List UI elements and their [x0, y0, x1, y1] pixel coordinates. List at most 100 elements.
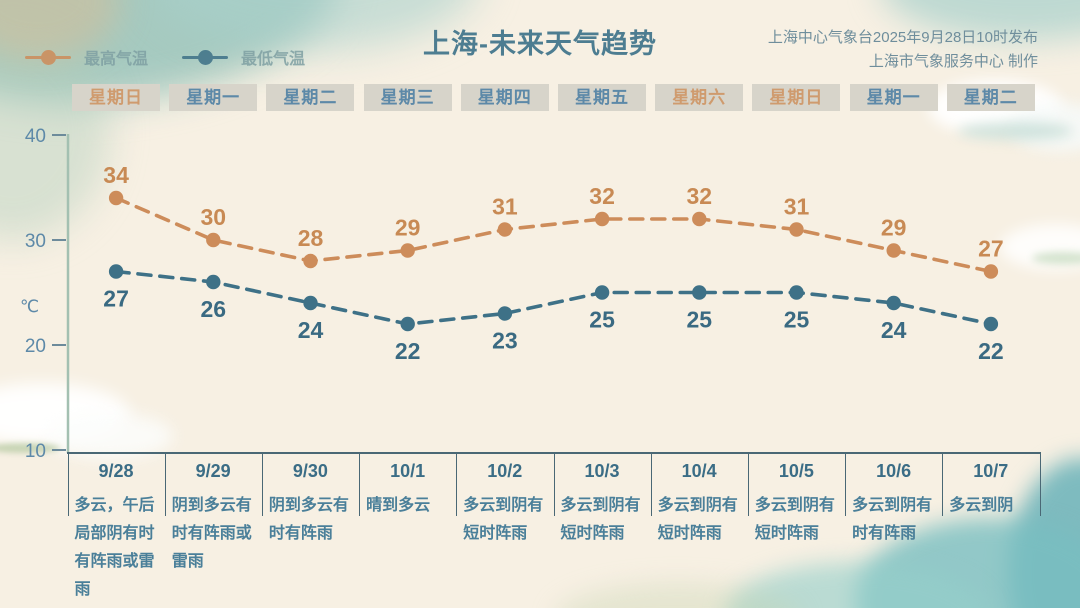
publisher-info: 上海中心气象台2025年9月28日10时发布 上海市气象服务中心 制作	[768, 26, 1038, 74]
min-temp-point	[983, 316, 999, 332]
forecast-text: 多云到阴有短时阵雨	[560, 497, 641, 542]
max-temp-point	[983, 264, 999, 279]
forecast-text: 晴到多云	[366, 497, 431, 514]
forecast-text: 多云，午后局部阴有时有阵雨或雷雨	[74, 497, 155, 598]
forecast-column-divider	[261, 452, 263, 516]
forecast-text: 多云到阴有短时阵雨	[754, 497, 835, 542]
y-tick-label: 20	[25, 336, 46, 357]
forecast-date: 10/2	[487, 461, 523, 481]
forecast-column-divider	[164, 452, 166, 516]
forecast-column-divider	[845, 452, 847, 516]
forecast-column-divider	[67, 452, 69, 516]
legend-item-min-temp: 最低气温	[182, 45, 305, 69]
min-temp-value-label: 24	[881, 317, 907, 343]
legend-item-max-temp: 最高气温	[25, 45, 148, 69]
forecast-day-column-4: 10/2 多云到阴有短时阵雨	[456, 452, 553, 548]
min-temp-point	[303, 295, 318, 311]
max-temp-value-label: 31	[784, 194, 810, 220]
forecast-column-divider	[747, 452, 749, 516]
min-temp-point	[497, 306, 513, 321]
max-temp-point	[108, 190, 124, 206]
weekday-tab-2[interactable]: 星期二	[266, 84, 355, 111]
forecast-text: 多云到阴有时有阵雨	[852, 497, 933, 542]
forecast-column-divider	[359, 452, 361, 516]
forecast-day-column-9: 10/7 多云到阴	[942, 452, 1039, 520]
max-temp-point	[206, 232, 221, 248]
forecast-date: 10/7	[973, 461, 1009, 481]
weekday-tab-9[interactable]: 星期二	[946, 84, 1035, 111]
legend-label-min: 最低气温	[241, 51, 306, 68]
max-temp-value-label: 32	[589, 183, 615, 209]
min-temp-point	[594, 285, 610, 300]
forecast-table: 9/28 多云，午后局部阴有时有阵雨或雷雨 9/29 阴到多云有时有阵雨或雷雨 9/30…	[0, 452, 1080, 608]
forecast-date: 10/1	[390, 461, 426, 481]
max-temp-point	[303, 253, 318, 269]
min-temp-value-label: 22	[978, 338, 1004, 364]
max-temp-line	[114, 196, 993, 274]
min-temp-value-label: 26	[201, 296, 227, 322]
publisher-line1: 上海中心气象台2025年9月28日10时发布	[767, 29, 1038, 46]
forecast-column-divider	[650, 452, 652, 516]
max-temp-marker-icon	[25, 49, 71, 65]
max-temp-value-label: 29	[881, 215, 907, 241]
temperature-trend-chart: 40 30 20 10 ℃ 34 30 28 29 31 32 32 31 29 27 27 26 24 22 23 2…	[20, 126, 1004, 460]
forecast-text: 阴到多云有时有阵雨	[268, 497, 349, 542]
forecast-column-divider	[553, 452, 555, 516]
forecast-text: 多云到阴	[949, 497, 1014, 514]
y-tick-label: 10	[25, 441, 46, 460]
max-temp-value-label: 32	[687, 183, 713, 209]
forecast-date: 10/3	[584, 461, 620, 481]
min-temp-point	[692, 285, 707, 300]
forecast-day-column-0: 9/28 多云，午后局部阴有时有阵雨或雷雨	[68, 452, 165, 604]
forecast-date: 9/28	[98, 461, 134, 481]
weekday-tab-5[interactable]: 星期五	[558, 84, 646, 111]
forecast-day-column-2: 9/30 阴到多云有时有阵雨	[262, 452, 359, 548]
min-temp-line	[114, 269, 993, 326]
weekday-tab-4[interactable]: 星期四	[460, 84, 549, 111]
chart-legend: 最高气温 最低气温	[25, 45, 305, 69]
forecast-day-column-7: 10/5 多云到阴有短时阵雨	[748, 452, 845, 548]
forecast-day-column-8: 10/6 多云到阴有时有阵雨	[845, 452, 942, 548]
min-temp-value-label: 25	[784, 307, 810, 333]
forecast-text: 多云到阴有短时阵雨	[657, 497, 738, 542]
weekday-tab-6[interactable]: 星期六	[655, 84, 744, 111]
max-temp-point	[789, 222, 804, 237]
forecast-text: 多云到阴有短时阵雨	[463, 497, 544, 542]
max-temp-value-label: 31	[492, 194, 518, 220]
max-temp-point	[497, 222, 513, 237]
forecast-day-column-6: 10/4 多云到阴有短时阵雨	[651, 452, 748, 548]
min-temp-value-label: 24	[298, 317, 324, 343]
max-temp-value-label: 28	[298, 225, 324, 251]
min-temp-marker-icon	[182, 49, 229, 65]
weekday-tab-0[interactable]: 星期日	[72, 84, 160, 111]
min-temp-value-label: 25	[589, 307, 615, 333]
forecast-date: 9/30	[292, 461, 328, 481]
min-temp-point	[400, 316, 415, 332]
max-temp-point	[400, 243, 415, 258]
min-temp-value-label: 27	[103, 286, 129, 312]
min-temp-point	[886, 295, 901, 311]
min-temp-value-label: 25	[687, 307, 713, 333]
forecast-day-column-5: 10/3 多云到阴有短时阵雨	[554, 452, 651, 548]
min-temp-value-label: 23	[492, 328, 518, 354]
min-temp-point	[108, 264, 124, 279]
y-tick-label: 30	[25, 231, 46, 252]
max-temp-value-label: 30	[201, 204, 227, 230]
forecast-column-divider	[1039, 452, 1041, 516]
legend-label-max: 最高气温	[84, 51, 149, 68]
max-temp-point	[692, 211, 707, 227]
min-temp-point	[789, 285, 804, 300]
weekday-tab-7[interactable]: 星期日	[752, 84, 841, 111]
min-temp-point	[206, 274, 221, 290]
y-tick-label: 40	[25, 126, 46, 147]
max-temp-value-label: 29	[395, 215, 421, 241]
weekday-tab-1[interactable]: 星期一	[169, 84, 258, 111]
max-temp-point	[594, 211, 610, 227]
forecast-column-divider	[942, 452, 944, 516]
y-axis-unit-label: ℃	[20, 297, 39, 316]
weekday-tab-3[interactable]: 星期三	[363, 84, 452, 111]
weekday-tab-8[interactable]: 星期一	[849, 84, 938, 111]
forecast-column-divider	[456, 452, 458, 516]
forecast-day-column-3: 10/1 晴到多云	[359, 452, 456, 520]
forecast-text: 阴到多云有时有阵雨或雷雨	[171, 497, 252, 570]
